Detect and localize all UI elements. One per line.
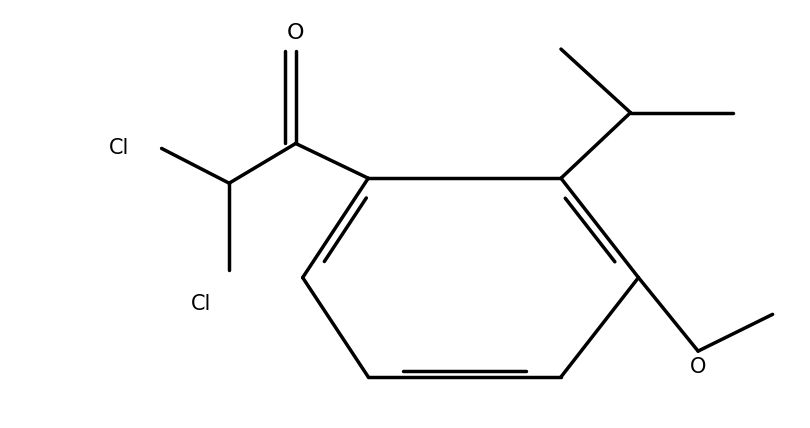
Text: O: O — [287, 23, 305, 43]
Text: O: O — [690, 357, 706, 377]
Text: Cl: Cl — [191, 294, 211, 315]
Text: Cl: Cl — [109, 138, 129, 158]
